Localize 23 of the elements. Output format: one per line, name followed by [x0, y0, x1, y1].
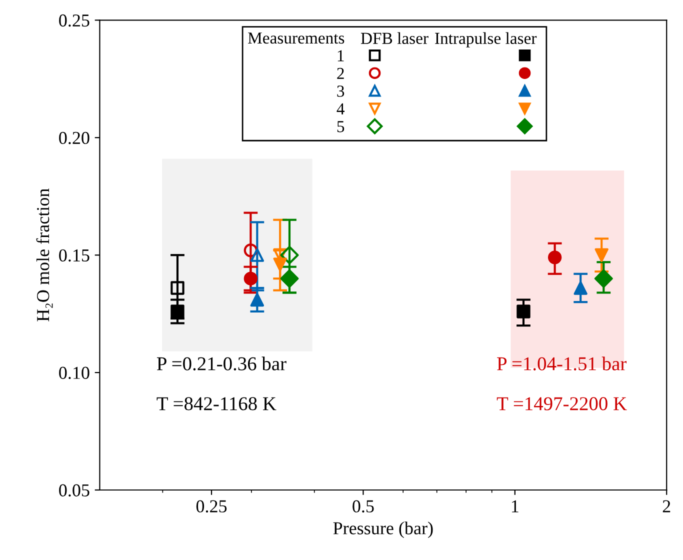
y-tick-label: 0.10	[59, 366, 90, 380]
annotation: P =1.04-1.51 bar	[497, 356, 626, 370]
annotation: Intrapulse laser	[435, 32, 537, 48]
legend-title: Measurements	[248, 32, 344, 44]
legend-label: 2	[337, 68, 344, 79]
annotation: T =1497-2200 K	[496, 397, 627, 410]
x-axis-title: Pressure (bar)	[333, 522, 433, 538]
annotation: T =842-1168 K	[156, 397, 276, 410]
y-tick-label: 0.25	[59, 14, 90, 27]
y-tick-label: 0.20	[59, 132, 90, 144]
legend-label: 4	[336, 103, 345, 114]
legend-label: 1	[338, 50, 344, 62]
y-tick-label: 0.15	[59, 249, 90, 262]
x-tick-label: 1	[512, 500, 518, 512]
x-tick-label: 0.25	[196, 500, 227, 513]
x-tick-label: 0.5	[352, 500, 374, 513]
y-tick-label: 0.05	[59, 484, 90, 497]
x-tick-label: 2	[662, 500, 670, 512]
legend-label: 3	[337, 86, 344, 97]
annotation: P =0.21-0.36 bar	[156, 356, 286, 370]
y-axis-title: H₂O mole fraction	[36, 188, 53, 322]
annotation: DFB laser	[360, 32, 428, 44]
legend-label: 5	[337, 121, 344, 132]
